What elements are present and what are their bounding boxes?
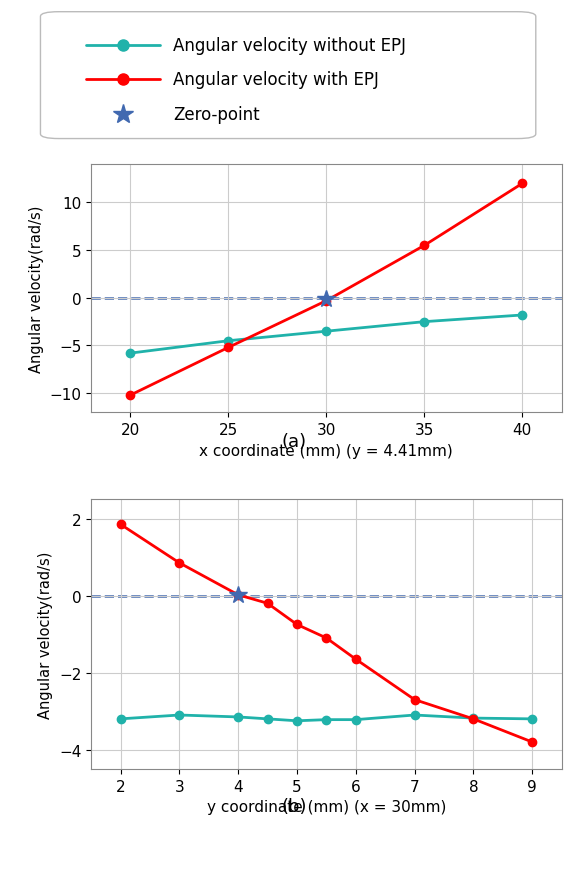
Y-axis label: Angular velocity(rad/s): Angular velocity(rad/s) [38,551,54,718]
Text: (a): (a) [282,433,306,450]
X-axis label: x coordinate (mm) (y = 4.41mm): x coordinate (mm) (y = 4.41mm) [199,443,453,458]
Text: Angular velocity without EPJ: Angular velocity without EPJ [173,36,406,55]
X-axis label: y coordinate (mm) (x = 30mm): y coordinate (mm) (x = 30mm) [206,799,446,814]
FancyBboxPatch shape [41,13,536,139]
Text: (b): (b) [281,798,307,815]
Text: Angular velocity with EPJ: Angular velocity with EPJ [173,70,379,89]
Y-axis label: Angular velocity(rad/s): Angular velocity(rad/s) [29,205,44,373]
Text: Zero-point: Zero-point [173,106,260,123]
